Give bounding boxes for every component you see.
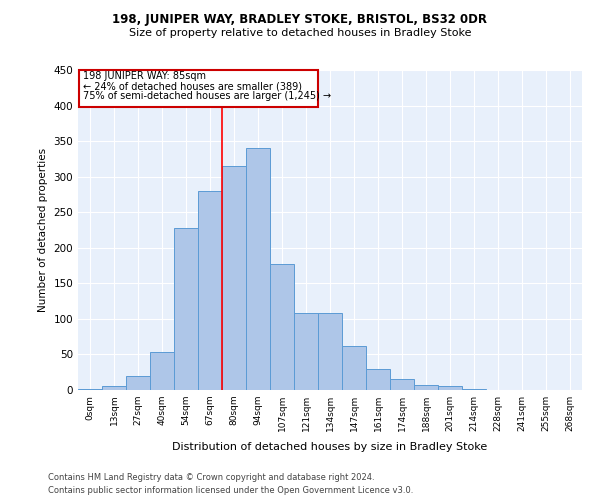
Text: 198 JUNIPER WAY: 85sqm: 198 JUNIPER WAY: 85sqm	[83, 72, 206, 82]
Text: Contains HM Land Registry data © Crown copyright and database right 2024.: Contains HM Land Registry data © Crown c…	[48, 472, 374, 482]
Bar	[222, 166, 246, 390]
Text: Contains public sector information licensed under the Open Government Licence v3: Contains public sector information licen…	[48, 486, 413, 495]
Bar	[294, 313, 318, 390]
Bar	[102, 386, 126, 390]
Text: ← 24% of detached houses are smaller (389): ← 24% of detached houses are smaller (38…	[83, 82, 302, 92]
Bar	[246, 148, 270, 390]
Bar	[270, 264, 294, 390]
Bar	[126, 376, 150, 390]
Y-axis label: Number of detached properties: Number of detached properties	[38, 148, 48, 312]
Bar	[318, 313, 342, 390]
Bar	[174, 228, 198, 390]
Bar	[198, 191, 222, 390]
Bar	[78, 388, 102, 390]
Bar	[462, 388, 486, 390]
Bar	[438, 386, 462, 390]
Bar	[342, 346, 366, 390]
FancyBboxPatch shape	[79, 70, 318, 107]
Bar	[390, 378, 414, 390]
Text: 75% of semi-detached houses are larger (1,245) →: 75% of semi-detached houses are larger (…	[83, 92, 331, 102]
Text: 198, JUNIPER WAY, BRADLEY STOKE, BRISTOL, BS32 0DR: 198, JUNIPER WAY, BRADLEY STOKE, BRISTOL…	[113, 12, 487, 26]
Bar	[150, 352, 174, 390]
Text: Distribution of detached houses by size in Bradley Stoke: Distribution of detached houses by size …	[172, 442, 488, 452]
Bar	[366, 368, 390, 390]
Text: Size of property relative to detached houses in Bradley Stoke: Size of property relative to detached ho…	[129, 28, 471, 38]
Bar	[414, 385, 438, 390]
